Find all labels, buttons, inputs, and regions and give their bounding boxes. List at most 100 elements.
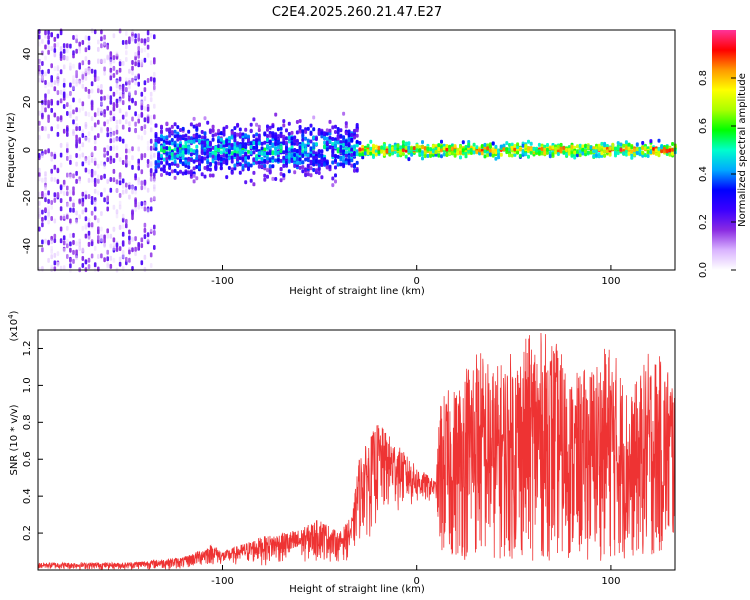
heatmap-cell [109, 75, 113, 81]
heatmap-cell [415, 148, 419, 153]
heatmap-cell [56, 73, 60, 79]
heatmap-cell [56, 78, 60, 84]
heatmap-cell [453, 153, 457, 158]
heatmap-cell [214, 132, 218, 137]
heatmap-cell [211, 145, 215, 150]
heatmap-cell [100, 58, 103, 64]
heatmap-cell [295, 142, 299, 146]
heatmap-cell [238, 132, 242, 137]
heatmap-cell [125, 77, 128, 83]
heatmap-cell [581, 147, 585, 152]
heatmap-cell [162, 145, 166, 150]
heatmap-cell [62, 48, 66, 54]
snr-x-tick-label: 100 [601, 576, 620, 587]
heatmap-cell [118, 119, 122, 125]
heatmap-cell [143, 266, 147, 272]
heatmap-cell [118, 61, 122, 67]
heatmap-cell [266, 151, 269, 156]
heatmap-cell [456, 150, 460, 155]
heatmap-cell [657, 138, 661, 143]
heatmap-cell [600, 151, 604, 156]
heatmap-cell [75, 116, 78, 122]
heatmap-cell [274, 158, 278, 163]
heatmap-cell [516, 142, 520, 147]
heatmap-cell [309, 153, 313, 158]
heatmap-cell [646, 154, 650, 158]
heatmap-cell [527, 146, 530, 151]
heatmap-cell [44, 71, 47, 77]
heatmap-cell [118, 224, 122, 230]
heatmap-cell [203, 116, 207, 121]
heatmap-cell [595, 146, 598, 151]
heatmap-cell [592, 149, 596, 154]
heatmap-cell [200, 149, 204, 154]
heatmap-cell [115, 209, 119, 215]
heatmap-cell [442, 152, 446, 157]
heatmap-cell [290, 154, 294, 158]
heatmap-cell [179, 136, 182, 141]
heatmap-cell [527, 154, 530, 159]
heatmap-cell [176, 148, 180, 153]
heatmap-cell [263, 177, 267, 182]
heatmap-cell [334, 130, 337, 134]
heatmap-cell [140, 38, 144, 44]
heatmap-cell [304, 167, 308, 172]
heatmap-cell [249, 122, 253, 127]
heatmap-cell [660, 149, 664, 154]
heatmap-cell [143, 206, 147, 212]
heatmap-cell [309, 147, 313, 152]
heatmap-cell [72, 173, 75, 179]
heatmap-cell [464, 151, 468, 156]
heatmap-cell [184, 171, 188, 176]
heatmap-cell [363, 151, 367, 156]
heatmap-cell [112, 257, 116, 263]
heatmap-cell [112, 73, 116, 78]
heatmap-cell [453, 144, 457, 149]
heatmap-cell [100, 100, 103, 106]
heatmap-cell [93, 135, 97, 141]
heatmap-cell [170, 161, 174, 166]
heatmap-cell [516, 150, 520, 155]
heatmap-cell [274, 132, 278, 137]
heatmap-cell [611, 142, 615, 147]
heatmap-cell [72, 186, 75, 192]
heatmap-cell [668, 152, 672, 157]
heatmap-cell [59, 142, 63, 148]
heatmap-cell [298, 129, 302, 134]
heatmap-cell [131, 116, 134, 122]
heatmap-cell [388, 152, 392, 157]
heatmap-cell [336, 162, 340, 167]
heatmap-cell [137, 201, 140, 207]
heatmap-cell [100, 192, 103, 198]
heatmap-cell [56, 42, 60, 48]
heatmap-cell [100, 107, 103, 113]
heatmap-cell [350, 138, 354, 143]
heatmap-y-tick-label: 40 [22, 48, 33, 61]
heatmap-cell [44, 30, 47, 36]
heatmap-cell [630, 145, 634, 150]
heatmap-cell [140, 59, 144, 65]
heatmap-cell [168, 141, 172, 146]
heatmap-cell [249, 150, 253, 155]
heatmap-cell [603, 153, 607, 158]
heatmap-cell [160, 134, 163, 139]
heatmap-cell [97, 190, 100, 196]
heatmap-cell [293, 156, 297, 161]
heatmap-cell [222, 160, 226, 165]
heatmap-cell [103, 187, 106, 193]
heatmap-cell [149, 91, 153, 97]
heatmap-cell [173, 168, 177, 173]
heatmap-cell [219, 162, 223, 167]
heatmap-cell [56, 64, 60, 70]
heatmap-cell [331, 183, 335, 188]
heatmap-cell [415, 143, 419, 148]
heatmap-cell [334, 143, 337, 148]
heatmap-cell [198, 122, 201, 127]
heatmap-cell [187, 170, 191, 175]
heatmap-cell [342, 155, 346, 160]
heatmap-cell [268, 133, 272, 138]
heatmap-cell [38, 34, 41, 40]
heatmap-cell [121, 93, 125, 99]
heatmap-cell [181, 150, 185, 155]
heatmap-cell [274, 177, 278, 181]
